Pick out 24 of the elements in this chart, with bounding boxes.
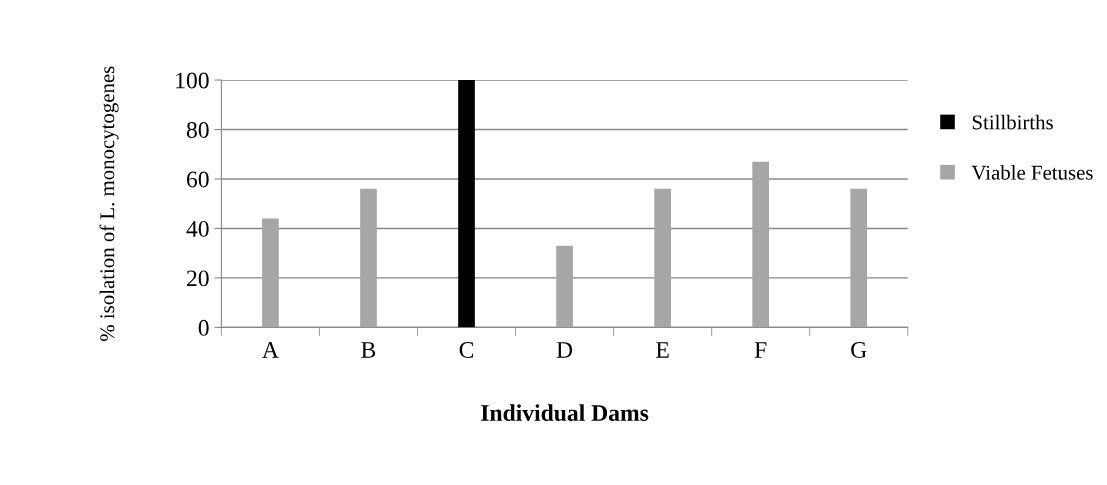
- y-tick-label: 40: [186, 220, 209, 237]
- legend-label: Stillbirths: [972, 114, 1053, 130]
- y-tick-label: 0: [198, 319, 209, 336]
- y-tick-label: 80: [186, 121, 209, 138]
- bar: [850, 188, 868, 328]
- bar: [458, 80, 475, 328]
- legend-label: Viable Fetuses: [971, 165, 1093, 180]
- bar: [654, 188, 671, 328]
- x-tick-label: C: [459, 342, 474, 358]
- y-tick-label: 60: [187, 171, 209, 188]
- x-tick-label: D: [556, 342, 573, 358]
- bar: [262, 218, 279, 328]
- x-tick-label: A: [262, 342, 279, 358]
- x-axis-title: Individual Dams: [481, 404, 649, 422]
- x-tick-label: G: [851, 342, 867, 358]
- bar: [556, 245, 573, 328]
- bar: [752, 161, 769, 328]
- x-tick-label: F: [754, 342, 767, 358]
- bar: [360, 188, 377, 328]
- y-tick-label: 100: [176, 72, 209, 89]
- y-axis-title: % isolation of L. monocytogenes: [99, 66, 119, 341]
- y-tick-label: 20: [187, 270, 209, 287]
- x-tick-label: E: [656, 342, 669, 358]
- x-tick-label: B: [361, 342, 376, 358]
